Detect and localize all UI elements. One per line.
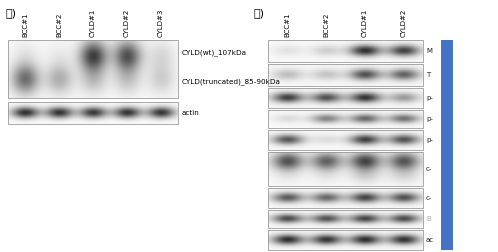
Text: BCC#2: BCC#2 <box>56 13 62 37</box>
Text: CYLD#2: CYLD#2 <box>124 9 130 37</box>
Text: 나): 나) <box>253 8 264 18</box>
Text: c-: c- <box>426 195 432 201</box>
Bar <box>268 152 423 186</box>
Bar <box>268 210 423 228</box>
Text: CYLD#1: CYLD#1 <box>362 9 368 37</box>
Text: p-: p- <box>426 137 433 143</box>
Text: CYLD#3: CYLD#3 <box>158 9 164 37</box>
Bar <box>268 130 423 150</box>
Text: T: T <box>426 72 430 78</box>
Text: ac: ac <box>426 237 434 243</box>
Bar <box>268 188 423 208</box>
Text: BCC#1: BCC#1 <box>22 13 28 37</box>
Text: CYLD#2: CYLD#2 <box>400 9 407 37</box>
Text: B: B <box>426 216 431 222</box>
Text: M: M <box>426 48 432 54</box>
Bar <box>8 40 178 98</box>
Text: p-: p- <box>426 116 433 122</box>
Bar <box>268 64 423 86</box>
Bar <box>268 40 423 62</box>
Text: actin: actin <box>182 110 200 116</box>
Text: 가): 가) <box>5 8 16 18</box>
Text: c-: c- <box>426 166 432 172</box>
Text: CYLD#1: CYLD#1 <box>90 9 96 37</box>
Bar <box>268 230 423 250</box>
Text: BCC#1: BCC#1 <box>284 13 290 37</box>
Bar <box>268 88 423 108</box>
Bar <box>441 40 453 250</box>
Text: CYLD(truncated)_85-90kDa: CYLD(truncated)_85-90kDa <box>182 78 281 85</box>
Text: BCC#2: BCC#2 <box>323 13 329 37</box>
Text: CYLD(wt)_107kDa: CYLD(wt)_107kDa <box>182 49 247 56</box>
Bar <box>268 110 423 128</box>
Text: p-: p- <box>426 95 433 101</box>
Bar <box>8 102 178 124</box>
